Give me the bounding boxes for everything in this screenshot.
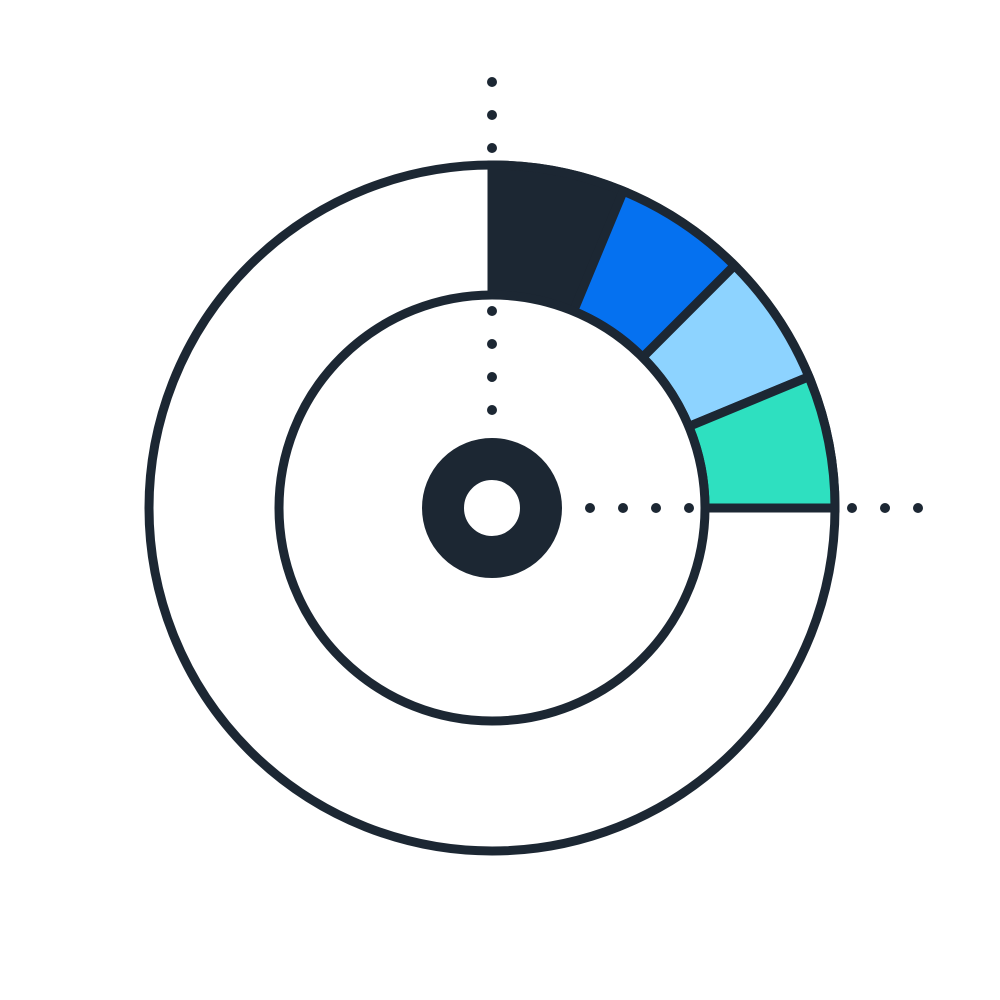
dot	[684, 503, 694, 513]
dot	[487, 306, 497, 316]
dot	[487, 77, 497, 87]
dot	[487, 143, 497, 153]
dotted-guides	[487, 77, 923, 513]
dot	[651, 503, 661, 513]
dot	[487, 110, 497, 120]
center-hub	[422, 438, 562, 578]
dot	[585, 503, 595, 513]
dot	[487, 372, 497, 382]
dot	[487, 339, 497, 349]
dot	[618, 503, 628, 513]
dot	[847, 503, 857, 513]
dot	[880, 503, 890, 513]
inner-ring	[274, 290, 710, 726]
dot	[487, 405, 497, 415]
dot	[913, 503, 923, 513]
